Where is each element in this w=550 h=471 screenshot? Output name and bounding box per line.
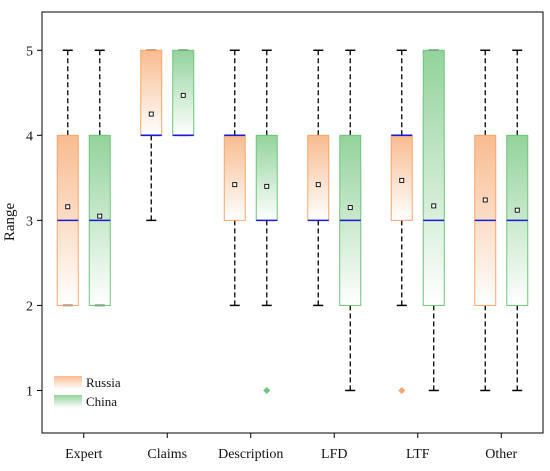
legend-swatch	[54, 376, 82, 389]
outlier-point	[263, 386, 271, 394]
box-body	[140, 49, 163, 136]
box-russia-expert	[56, 49, 79, 307]
mean-marker	[97, 213, 103, 219]
legend-item-russia: Russia	[54, 375, 121, 390]
box-body	[422, 49, 445, 306]
box-russia-claims	[140, 49, 163, 222]
mean-marker	[65, 204, 71, 210]
mean-marker	[232, 182, 238, 188]
box-body	[223, 134, 246, 221]
y-tick-label: 4	[26, 129, 33, 144]
y-tick-label: 5	[26, 44, 33, 59]
box-china-description	[255, 49, 278, 394]
mean-marker	[148, 111, 154, 117]
legend-label: Russia	[86, 375, 121, 390]
legend: Russia China	[54, 375, 121, 409]
x-tick-label: Other	[485, 447, 517, 462]
mean-marker	[399, 177, 405, 183]
box-russia-description	[223, 49, 246, 307]
box-body	[255, 134, 278, 221]
mean-marker	[180, 92, 186, 98]
y-tick-label: 3	[26, 214, 33, 229]
box-china-other	[506, 49, 529, 392]
x-tick-label: LFD	[321, 447, 347, 462]
mean-marker	[482, 197, 488, 203]
box-russia-ltf	[390, 49, 413, 394]
box-body	[390, 134, 413, 221]
mean-marker	[264, 183, 270, 189]
mean-marker	[347, 205, 353, 211]
box-china-claims	[172, 49, 195, 137]
box-russia-lfd	[307, 49, 330, 307]
y-tick-label: 1	[26, 384, 33, 399]
outlier-point	[398, 386, 406, 394]
plot-frame	[41, 11, 544, 434]
y-tick-label: 2	[26, 299, 33, 314]
mean-marker	[315, 182, 321, 188]
x-tick-label: LTF	[406, 447, 430, 462]
box-china-lfd	[339, 49, 362, 392]
mean-marker	[431, 203, 437, 209]
y-axis-label: Range	[2, 203, 18, 242]
box-body	[307, 134, 330, 221]
x-tick-label: Claims	[147, 447, 187, 462]
axes: 1 2 3 4 5 Expert Claims Description LFD LTF Other	[26, 44, 518, 462]
x-tick-label: Expert	[65, 447, 102, 462]
mean-marker	[514, 207, 520, 213]
box-china-expert	[88, 49, 111, 307]
legend-label: China	[86, 394, 117, 409]
legend-item-china: China	[54, 394, 117, 409]
box-body	[172, 49, 195, 136]
legend-swatch	[54, 395, 82, 408]
box-russia-other	[474, 49, 497, 392]
box-china-ltf	[422, 49, 445, 392]
x-tick-label: Description	[218, 447, 283, 462]
plot-area	[56, 49, 529, 394]
